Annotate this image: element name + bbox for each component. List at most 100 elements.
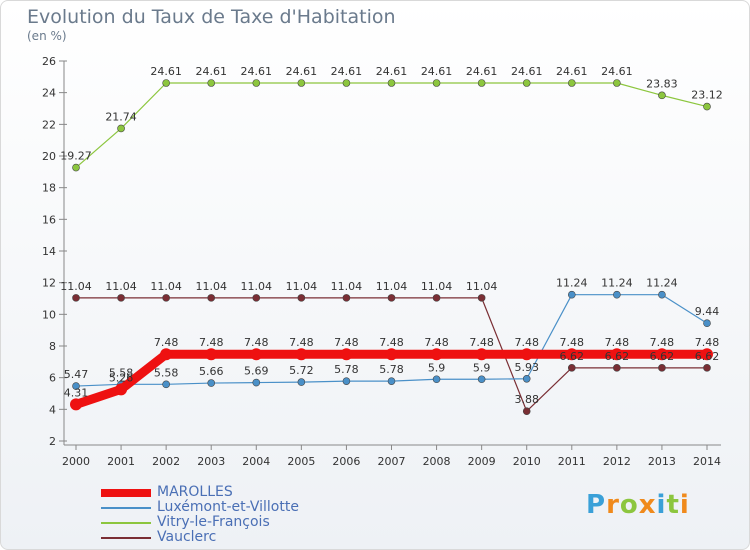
data-point (162, 79, 170, 87)
data-point (703, 319, 711, 328)
data-label: 11.24 (601, 277, 633, 290)
data-point (658, 91, 666, 100)
data-point (207, 79, 216, 87)
data-point (162, 380, 170, 389)
data-point (250, 348, 263, 361)
data-label: 5.58 (154, 366, 179, 379)
x-tick-label: 2011 (558, 455, 586, 468)
legend-item: Vauclerc (101, 529, 361, 545)
data-label: 11.04 (466, 280, 498, 293)
logo-letter: i (656, 490, 667, 520)
x-tick-label: 2004 (242, 455, 270, 468)
data-label: 24.61 (556, 65, 588, 78)
data-point (432, 375, 441, 384)
logo-letter: t (666, 490, 680, 520)
data-label: 7.48 (605, 336, 630, 349)
legend-item: Luxémont-et-Villotte (101, 499, 361, 515)
data-point (522, 374, 531, 383)
legend-item: MAROLLES (101, 484, 361, 500)
y-tick-label: 16 (42, 213, 56, 226)
y-tick-label: 24 (42, 87, 56, 100)
x-tick-label: 2003 (197, 455, 225, 468)
series-line (75, 82, 708, 169)
legend-label: Vauclerc (157, 529, 217, 545)
data-point (701, 348, 713, 361)
legend-label: MAROLLES (157, 484, 233, 500)
data-point (387, 294, 396, 302)
data-label: 7.48 (650, 336, 675, 349)
data-point (72, 163, 80, 172)
data-point (162, 294, 170, 302)
legend-swatch (101, 537, 151, 539)
y-tick-label: 22 (42, 118, 56, 131)
data-point (703, 364, 711, 372)
data-point (297, 79, 306, 87)
data-point (477, 294, 486, 302)
data-point (432, 294, 441, 302)
data-point (565, 348, 578, 361)
data-label: 24.61 (601, 65, 633, 78)
y-tick-label: 6 (49, 372, 56, 385)
data-point (387, 79, 396, 87)
data-point (613, 290, 621, 299)
data-label: 7.48 (379, 336, 404, 349)
data-label: 23.12 (691, 89, 723, 102)
data-label: 7.48 (469, 336, 494, 349)
x-tick-label: 2008 (423, 455, 451, 468)
data-label: 6.62 (560, 350, 585, 363)
data-label: 11.04 (286, 280, 318, 293)
data-point (252, 378, 261, 387)
proxiti-logo: Proxiti (586, 490, 690, 520)
logo-letter: o (619, 490, 639, 520)
data-label: 7.48 (154, 336, 179, 349)
data-point (567, 290, 576, 299)
data-label: 23.83 (646, 77, 678, 90)
data-label: 11.04 (421, 280, 453, 293)
data-point (703, 102, 711, 111)
legend-item: Vitry-le-François (101, 514, 361, 530)
data-point (117, 124, 125, 133)
data-point (205, 348, 218, 361)
data-label: 5.78 (334, 363, 359, 376)
data-label: 7.48 (560, 336, 585, 349)
logo-letter: r (606, 490, 620, 520)
x-tick-label: 2006 (332, 455, 360, 468)
data-label: 7.48 (199, 336, 224, 349)
data-point (117, 294, 125, 302)
legend: MAROLLES Luxémont-et-Villotte Vitry-le-Fra… (101, 484, 361, 545)
data-point (610, 348, 623, 361)
data-label: 11.04 (105, 280, 137, 293)
data-label: 7.48 (514, 336, 539, 349)
data-label: 11.04 (195, 280, 227, 293)
chart-title: Evolution du Taux de Taxe d'Habitation (27, 6, 396, 28)
data-label: 5.78 (379, 363, 404, 376)
data-label: 5.47 (64, 368, 89, 381)
data-label: 11.04 (331, 280, 363, 293)
data-point (477, 375, 486, 384)
data-point (115, 383, 128, 396)
y-tick-label: 4 (49, 403, 56, 416)
data-point (252, 79, 261, 87)
y-tick-label: 10 (42, 308, 56, 321)
data-label: 21.74 (105, 110, 137, 123)
data-label: 7.48 (334, 336, 359, 349)
data-point (297, 294, 306, 302)
data-point (475, 348, 488, 361)
data-label: 5.58 (109, 366, 134, 379)
data-point (70, 398, 82, 411)
data-point (658, 364, 666, 372)
data-label: 6.62 (695, 350, 720, 363)
data-label: 11.24 (556, 277, 588, 290)
x-tick-label: 2007 (378, 455, 406, 468)
data-point (567, 364, 576, 372)
data-label: 5.66 (199, 365, 224, 378)
data-label: 24.61 (331, 65, 363, 78)
data-label: 5.69 (244, 365, 269, 378)
data-label: 6.62 (650, 350, 675, 363)
legend-label: Vitry-le-François (157, 514, 270, 530)
data-point (340, 348, 353, 361)
data-point (160, 348, 173, 361)
data-label: 7.48 (695, 336, 720, 349)
x-tick-label: 2013 (648, 455, 676, 468)
